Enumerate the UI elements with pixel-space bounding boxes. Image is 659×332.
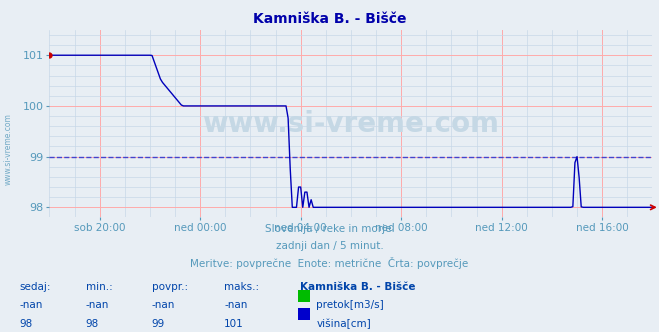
Text: sedaj:: sedaj:	[20, 282, 51, 292]
Text: zadnji dan / 5 minut.: zadnji dan / 5 minut.	[275, 241, 384, 251]
Text: -nan: -nan	[152, 300, 175, 310]
Text: 101: 101	[224, 319, 244, 329]
Text: 98: 98	[86, 319, 99, 329]
Text: povpr.:: povpr.:	[152, 282, 188, 292]
Text: višina[cm]: višina[cm]	[316, 319, 371, 329]
Text: Kamniška B. - Bišče: Kamniška B. - Bišče	[300, 282, 415, 292]
Text: -nan: -nan	[224, 300, 247, 310]
Text: -nan: -nan	[86, 300, 109, 310]
Text: Meritve: povprečne  Enote: metrične  Črta: povprečje: Meritve: povprečne Enote: metrične Črta:…	[190, 257, 469, 269]
Text: www.si-vreme.com: www.si-vreme.com	[202, 110, 500, 138]
Text: Kamniška B. - Bišče: Kamniška B. - Bišče	[253, 12, 406, 26]
Text: 99: 99	[152, 319, 165, 329]
Text: maks.:: maks.:	[224, 282, 259, 292]
Text: -nan: -nan	[20, 300, 43, 310]
Text: min.:: min.:	[86, 282, 113, 292]
Text: pretok[m3/s]: pretok[m3/s]	[316, 300, 384, 310]
Text: Slovenija / reke in morje.: Slovenija / reke in morje.	[264, 224, 395, 234]
Text: 98: 98	[20, 319, 33, 329]
Text: www.si-vreme.com: www.si-vreme.com	[3, 114, 13, 185]
